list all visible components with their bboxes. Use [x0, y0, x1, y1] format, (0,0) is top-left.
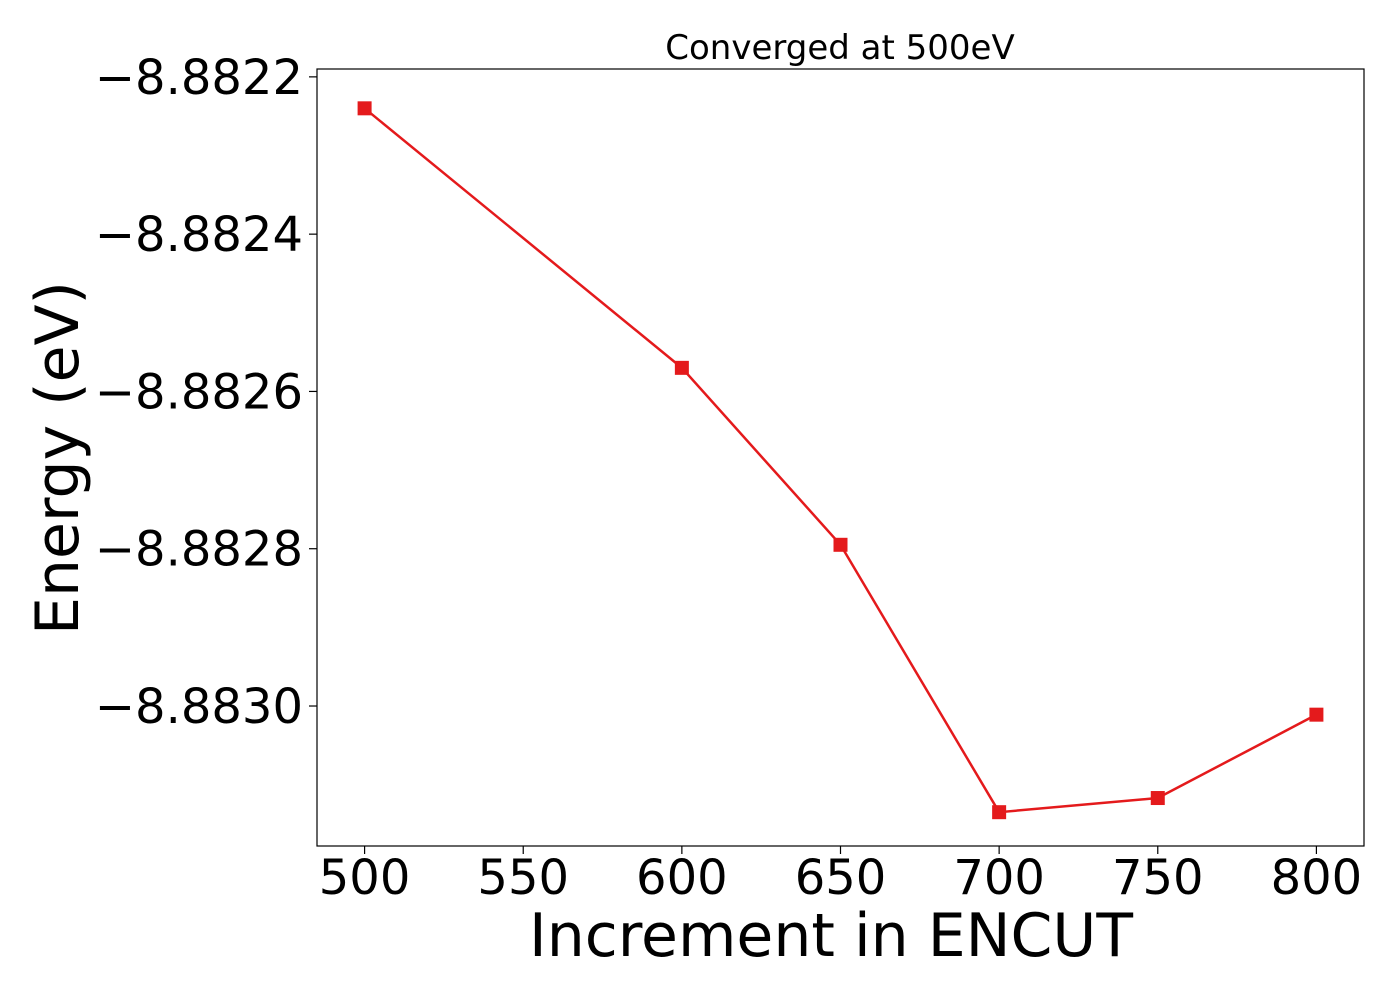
- x-axis-label: Increment in ENCUT: [529, 901, 1133, 971]
- series-line: [363, 107, 1317, 814]
- x-tick-label: 500: [319, 850, 411, 906]
- y-axis-ticks: −8.8822 −8.8824 −8.8826 −8.8828 −8.8830: [95, 50, 317, 735]
- y-tick-label: −8.8828: [95, 522, 303, 578]
- series-layer: [357, 101, 1324, 820]
- y-tick-label: −8.8826: [95, 364, 303, 420]
- x-tick-label: 750: [1112, 850, 1204, 906]
- x-tick-label: 550: [477, 850, 569, 906]
- x-tick-label: 600: [636, 850, 728, 906]
- y-tick-label: −8.8822: [95, 50, 303, 106]
- x-tick-label: 650: [795, 850, 887, 906]
- x-axis-ticks: 500 550 600 650 700 750 800: [319, 846, 1362, 906]
- data-point: [1309, 707, 1324, 722]
- data-point: [674, 360, 689, 375]
- chart-title: Converged at 500eV: [665, 28, 1014, 68]
- data-point: [357, 101, 372, 116]
- y-axis-label: Energy (eV): [23, 281, 93, 635]
- data-point: [1150, 791, 1165, 806]
- y-tick-label: −8.8830: [95, 679, 303, 735]
- y-tick-label: −8.8824: [95, 207, 303, 263]
- x-tick-label: 800: [1271, 850, 1363, 906]
- data-point: [992, 805, 1007, 820]
- x-tick-label: 700: [953, 850, 1045, 906]
- data-point: [833, 537, 848, 552]
- plot-frame: [316, 68, 1365, 847]
